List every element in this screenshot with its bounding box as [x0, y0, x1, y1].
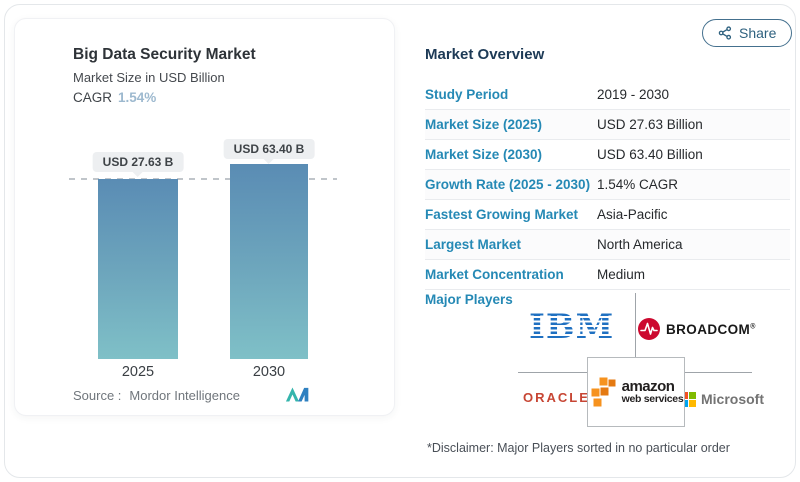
broadcom-logo: BROADCOM® — [637, 317, 756, 341]
table-row-market-concentration: Market Concentration Medium — [425, 260, 790, 290]
row-label: Study Period — [425, 87, 509, 102]
broadcom-pulse-icon — [638, 318, 660, 340]
disclaimer-text: *Disclaimer: Major Players sorted in no … — [427, 441, 730, 455]
chart-card: Big Data Security Market Market Size in … — [14, 18, 395, 416]
row-label: Market Size (2030) — [425, 147, 543, 162]
cagr-line: CAGR 1.54% — [73, 90, 156, 105]
oracle-logo: ORACLE® — [523, 390, 594, 405]
row-label: Largest Market — [425, 237, 522, 252]
overview-table: Study Period 2019 - 2030 Market Size (20… — [425, 80, 790, 290]
source-name: Mordor Intelligence — [129, 388, 240, 403]
table-row-growth-rate: Growth Rate (2025 - 2030) 1.54% CAGR — [425, 170, 790, 200]
players-divider-horizontal-right — [683, 372, 752, 373]
row-value: Asia-Pacific — [597, 207, 668, 222]
major-players-label: Major Players — [425, 292, 513, 307]
row-value: Medium — [597, 267, 646, 282]
aws-boxes-icon — [590, 376, 617, 408]
bar-2030-value-label: USD 63.40 B — [223, 139, 315, 159]
table-row-market-size-2030: Market Size (2030) USD 63.40 Billion — [425, 140, 790, 170]
row-value: USD 27.63 Billion — [597, 117, 703, 132]
share-icon — [718, 26, 732, 40]
ibm-logo: IBM — [529, 307, 615, 347]
row-label: Growth Rate (2025 - 2030) — [425, 177, 591, 192]
aws-wordmark: amazon web services — [622, 379, 684, 405]
row-label: Market Size (2025) — [425, 117, 543, 132]
row-label: Market Concentration — [425, 267, 564, 282]
table-row-study-period: Study Period 2019 - 2030 — [425, 80, 790, 110]
table-row-fastest-growing-market: Fastest Growing Market Asia-Pacific — [425, 200, 790, 230]
mordor-intelligence-logo-icon — [285, 387, 309, 402]
table-row-largest-market: Largest Market North America — [425, 230, 790, 260]
row-value: 1.54% CAGR — [597, 177, 679, 192]
cagr-value: 1.54% — [118, 90, 157, 105]
players-divider-horizontal-left — [518, 372, 587, 373]
source-line: Source : Mordor Intelligence — [73, 388, 240, 403]
x-axis-label-2025: 2025 — [121, 364, 155, 380]
reference-dashed-line — [69, 178, 337, 180]
x-axis-label-2030: 2030 — [252, 364, 286, 380]
row-label: Fastest Growing Market — [425, 207, 579, 222]
row-value: USD 63.40 Billion — [597, 147, 703, 162]
microsoft-wordmark: Microsoft — [701, 391, 764, 407]
aws-logo-box: amazon web services — [587, 357, 685, 427]
chart-title: Big Data Security Market — [73, 46, 256, 63]
bar-2025-value-label: USD 27.63 B — [92, 152, 184, 172]
share-button[interactable]: Share — [702, 19, 793, 47]
bar-2030[interactable] — [230, 164, 308, 359]
overview-heading: Market Overview — [425, 46, 545, 63]
row-value: 2019 - 2030 — [597, 87, 670, 102]
players-divider-vertical — [635, 293, 636, 357]
source-prefix: Source : — [73, 388, 122, 403]
chart-subtitle: Market Size in USD Billion — [73, 70, 225, 85]
share-button-label: Share — [739, 25, 777, 41]
amazon-text: amazon — [621, 378, 675, 396]
cagr-label: CAGR — [73, 90, 113, 105]
microsoft-logo: Microsoft — [681, 391, 764, 407]
bar-2025[interactable] — [98, 179, 178, 359]
web-services-text: web services — [621, 393, 684, 406]
row-value: North America — [597, 237, 683, 252]
registered-mark: ® — [750, 323, 756, 330]
broadcom-wordmark: BROADCOM® — [666, 321, 756, 337]
table-row-market-size-2025: Market Size (2025) USD 27.63 Billion — [425, 110, 790, 140]
